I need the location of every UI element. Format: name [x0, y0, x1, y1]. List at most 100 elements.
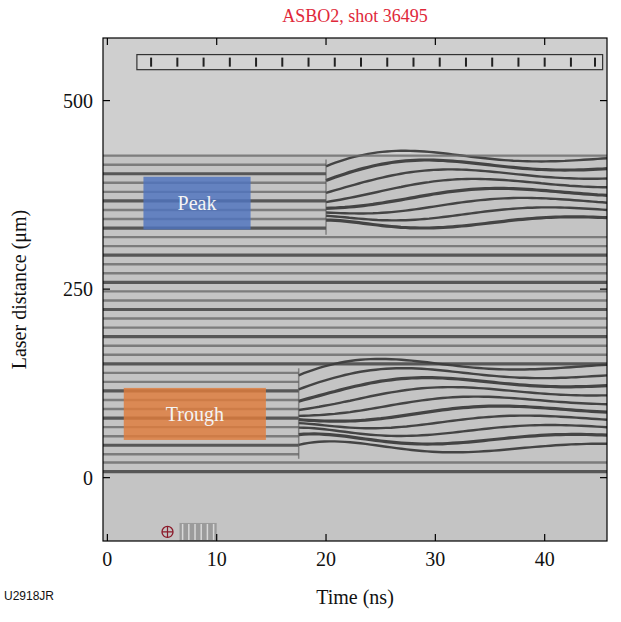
fringe	[103, 299, 607, 301]
fringe	[103, 444, 299, 447]
timing-mark	[150, 58, 152, 67]
x-axis-title: Time (ns)	[316, 586, 394, 609]
y-axis-title: Laser distance (μm)	[8, 210, 31, 370]
y-tick-label: 0	[83, 467, 93, 489]
fiducial-cross	[162, 526, 173, 537]
timing-mark	[281, 58, 283, 67]
disturbance-front	[298, 368, 300, 458]
fiducial-marker	[162, 526, 173, 537]
x-tick-label: 40	[535, 548, 555, 570]
x-tick-top	[435, 38, 436, 45]
timing-mark	[594, 58, 596, 67]
y-tick-right	[600, 100, 607, 101]
fringe	[103, 317, 607, 319]
fringe	[103, 461, 607, 463]
y-tick-label: 500	[63, 90, 93, 112]
x-tick-top	[107, 38, 108, 45]
x-tick-top	[544, 38, 545, 45]
disturbed-fringe	[299, 368, 607, 389]
disturbed-fringe	[326, 169, 607, 192]
disturbed-fringe	[326, 160, 607, 181]
x-tick-label: 20	[316, 548, 336, 570]
annotation-box	[124, 388, 266, 440]
x-tick	[544, 534, 545, 541]
annotation-label: Trough	[166, 403, 224, 426]
annotation-box	[143, 177, 250, 230]
x-tick-label: 10	[207, 548, 227, 570]
disturbed-fringe	[326, 179, 607, 202]
fringe	[103, 172, 326, 175]
x-tick	[216, 534, 217, 541]
fringe	[103, 245, 607, 247]
fiducial-streak-gap	[213, 524, 215, 540]
timing-mark	[308, 58, 310, 67]
fringe	[103, 154, 607, 156]
fringe	[103, 354, 607, 356]
disturbed-fringe	[326, 188, 607, 208]
fiducial-streak-gap	[207, 524, 209, 540]
x-tick-label: 0	[102, 548, 112, 570]
fringe	[103, 272, 607, 274]
y-tick	[103, 289, 110, 290]
fringe	[103, 236, 607, 238]
fringe	[103, 470, 607, 473]
fringe	[103, 308, 607, 311]
disturbed-fringe	[299, 387, 607, 410]
image-content	[103, 38, 607, 541]
title: ASBO2, shot 36495	[282, 6, 428, 26]
fiducial-streak-gap	[188, 524, 190, 540]
timing-mark	[570, 58, 572, 67]
timing-mark	[439, 58, 441, 67]
fringe	[103, 453, 299, 455]
fiducial-streak-gap	[200, 524, 202, 540]
fringe	[103, 163, 326, 165]
x-tick-top	[216, 38, 217, 45]
figure: Peak Trough 0 10 20 30 40 0 250 500 ASBO2, shot 36…	[0, 0, 621, 622]
disturbed-fringe	[299, 397, 607, 416]
timing-mark	[544, 58, 546, 67]
y-tick-right	[600, 289, 607, 290]
x-tick	[435, 534, 436, 541]
fringe	[103, 372, 299, 374]
fringe	[103, 263, 607, 265]
fringe	[103, 290, 607, 292]
timing-mark	[229, 58, 231, 67]
timing-mark	[517, 58, 519, 67]
fringe	[103, 344, 607, 346]
fringe	[103, 281, 607, 284]
timing-mark	[176, 58, 178, 67]
timing-box	[137, 55, 603, 70]
y-tick-label: 250	[63, 278, 93, 300]
fiducial-streak-gap	[182, 524, 184, 540]
disturbed-fringe	[326, 151, 607, 167]
disturbed-fringe	[299, 434, 607, 444]
plot-frame	[103, 38, 607, 541]
timing-mark	[334, 58, 336, 67]
y-tick	[103, 100, 110, 101]
x-tick	[107, 534, 108, 541]
x-tick-top	[325, 38, 326, 45]
y-tick-right	[600, 477, 607, 478]
fiducial-streak	[180, 523, 217, 541]
timing-mark	[465, 58, 467, 67]
disturbed-fringe	[299, 378, 607, 402]
fiducial-streak-gap	[194, 524, 196, 540]
fringe	[103, 362, 607, 365]
figure-id: U2918JR	[4, 589, 54, 603]
timing-mark	[203, 58, 205, 67]
disturbed-fringe	[299, 359, 607, 375]
y-tick	[103, 477, 110, 478]
timing-mark	[412, 58, 414, 67]
timing-mark	[386, 58, 388, 67]
annotation-label: Peak	[178, 192, 217, 214]
fringe	[103, 381, 299, 383]
x-tick	[325, 534, 326, 541]
timing-mark	[491, 58, 493, 67]
x-tick-label: 30	[425, 548, 445, 570]
fringe	[103, 335, 607, 338]
timing-mark	[360, 58, 362, 67]
disturbance-front	[325, 159, 327, 234]
fringe	[103, 326, 607, 328]
annotations: Peak Trough	[124, 177, 266, 440]
image-background	[103, 38, 607, 541]
